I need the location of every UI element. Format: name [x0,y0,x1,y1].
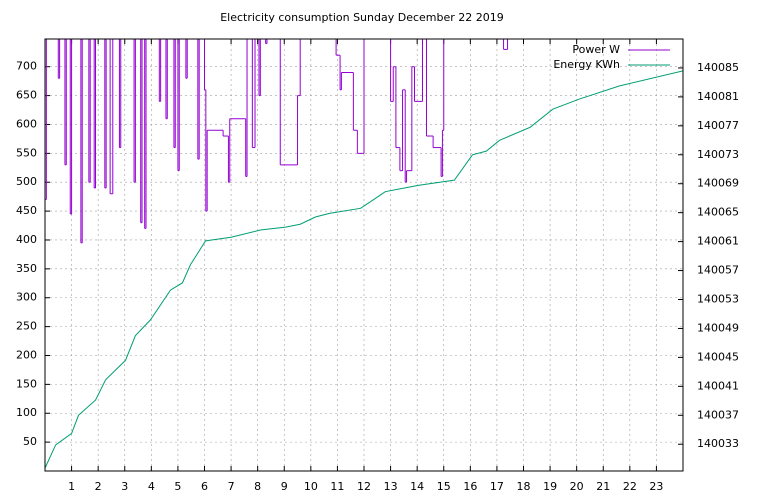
y2-tick-label: 140073 [697,148,739,161]
y2-tick-label: 140053 [697,293,739,306]
y-tick-label: 650 [16,89,37,102]
y2-tick-label: 140065 [697,206,739,219]
y-tick-label: 100 [16,406,37,419]
y-tick-label: 400 [16,233,37,246]
x-tick-label: 4 [148,480,155,493]
y-tick-label: 600 [16,117,37,130]
y-tick-label: 700 [16,60,37,73]
y-tick-label: 300 [16,291,37,304]
x-tick-label: 9 [281,480,288,493]
x-tick-label: 1 [68,480,75,493]
x-tick-label: 18 [517,480,531,493]
x-tick-label: 23 [649,480,663,493]
y-tick-label: 350 [16,262,37,275]
y-tick-label: 200 [16,348,37,361]
x-tick-label: 7 [228,480,235,493]
y2-tick-label: 140057 [697,264,739,277]
x-tick-label: 22 [623,480,637,493]
chart-title: Electricity consumption Sunday December … [220,11,504,24]
x-tick-label: 19 [543,480,557,493]
x-tick-label: 13 [384,480,398,493]
x-tick-label: 15 [437,480,451,493]
x-tick-label: 3 [121,480,128,493]
plot-border [44,38,684,472]
x-tick-label: 16 [463,480,477,493]
legend-label: Power W [572,43,620,56]
x-tick-label: 17 [490,480,504,493]
y2-tick-label: 140049 [697,321,739,334]
x-tick-label: 8 [254,480,261,493]
y2-tick-label: 140061 [697,235,739,248]
x-tick-label: 11 [330,480,344,493]
x-tick-label: 12 [357,480,371,493]
x-tick-label: 6 [201,480,208,493]
x-tick-label: 5 [174,480,181,493]
y2-tick-label: 140085 [697,61,739,74]
energy-line [45,70,683,469]
plot-area [45,39,683,469]
y-tick-label: 450 [16,204,37,217]
y2-tick-label: 140033 [697,437,739,450]
legend-label: Energy KWh [553,58,620,71]
y-tick-label: 500 [16,175,37,188]
y2-tick-label: 140041 [697,379,739,392]
x-tick-label: 14 [410,480,424,493]
y-tick-label: 150 [16,377,37,390]
y-tick-label: 250 [16,320,37,333]
x-tick-label: 21 [596,480,610,493]
y2-tick-label: 140069 [697,177,739,190]
x-tick-label: 10 [304,480,318,493]
y-tick-label: 550 [16,146,37,159]
y2-tick-label: 140037 [697,408,739,421]
x-tick-label: 2 [95,480,102,493]
y2-tick-label: 140081 [697,90,739,103]
y2-tick-label: 140045 [697,350,739,363]
y-tick-label: 50 [23,435,37,448]
x-tick-label: 20 [570,480,584,493]
y2-tick-label: 140077 [697,119,739,132]
